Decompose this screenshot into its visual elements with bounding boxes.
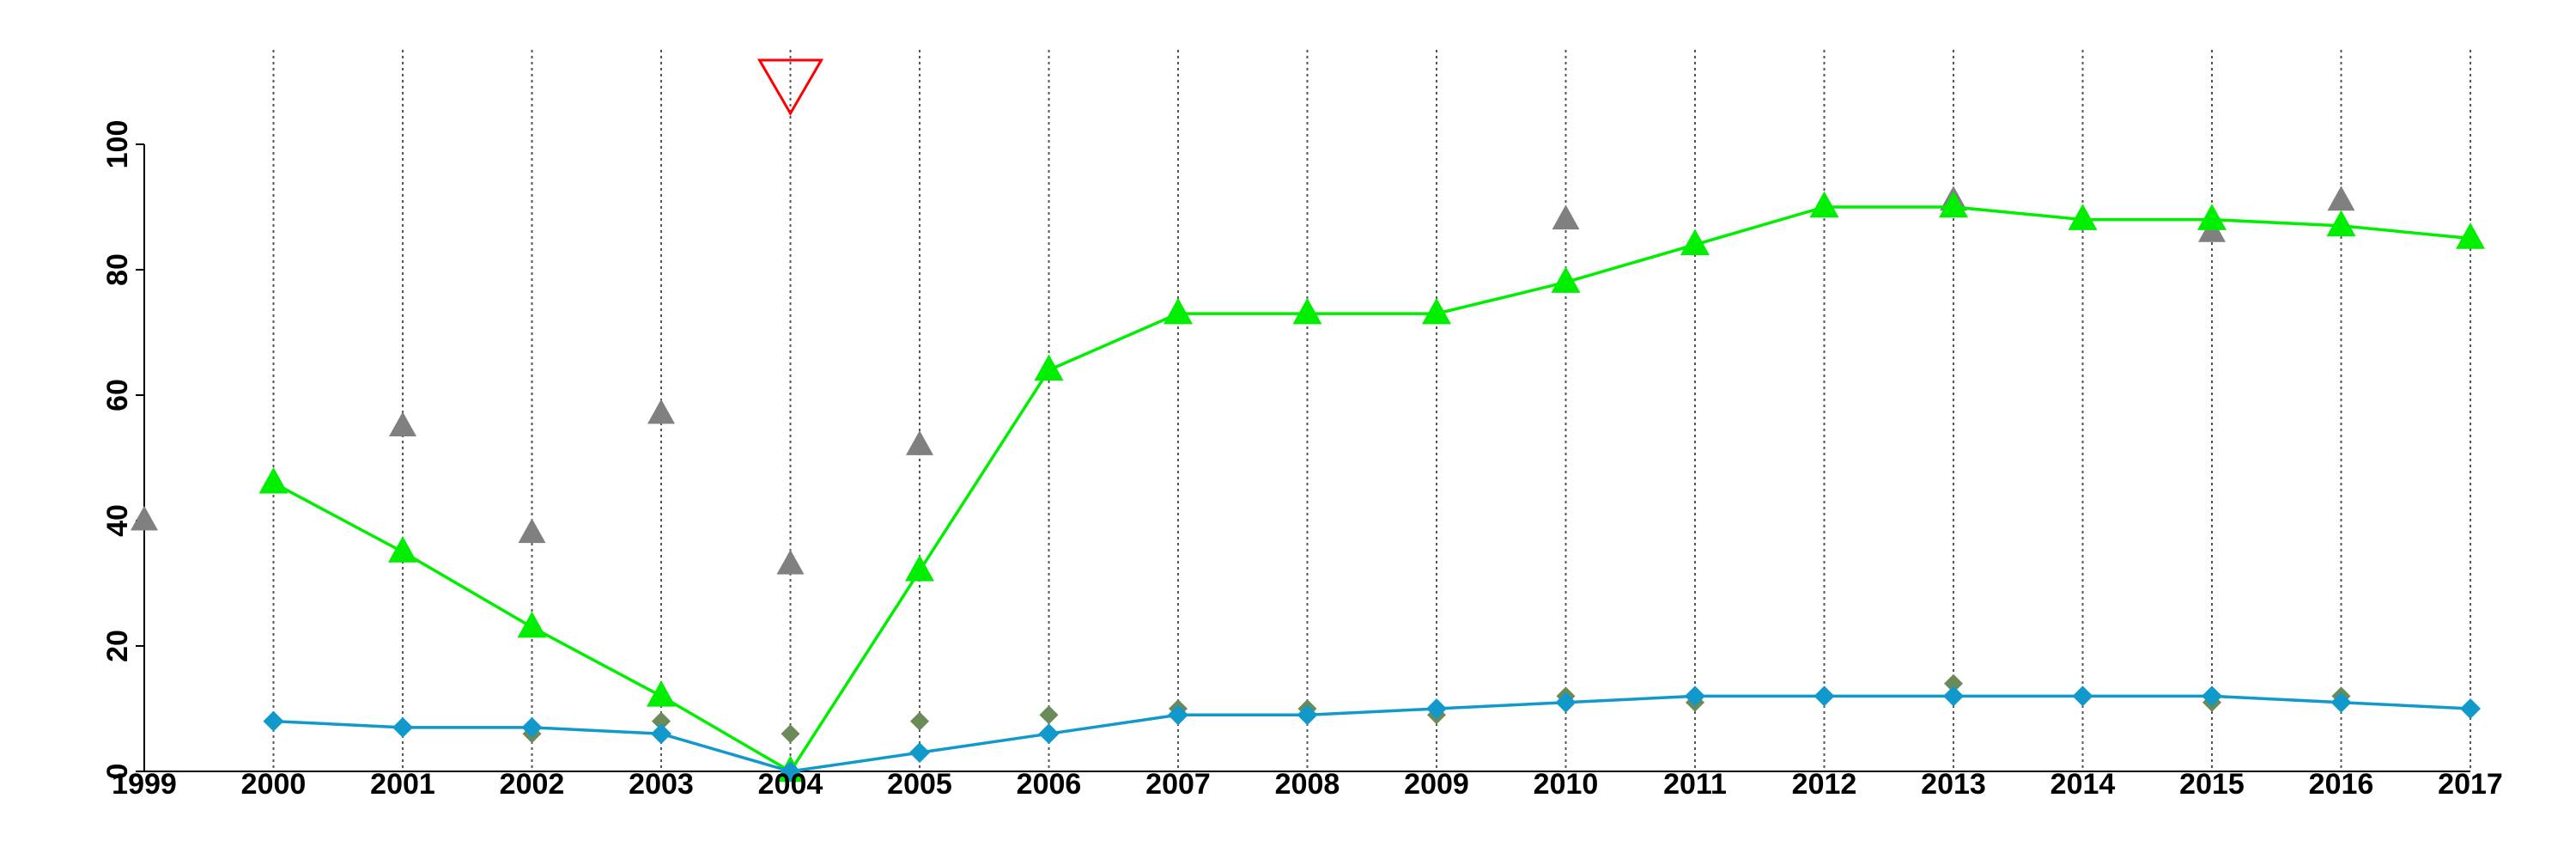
data-point-2009	[1426, 698, 1447, 719]
grid-lines	[272, 50, 2471, 771]
data-point-2001	[392, 716, 413, 738]
data-point-2004	[780, 761, 801, 782]
series-line	[272, 205, 2471, 774]
data-point-2000	[258, 466, 289, 494]
data-point-2013	[1944, 673, 1963, 693]
data-point-2008	[1292, 297, 1322, 325]
data-point-2003	[651, 723, 671, 745]
data-point-2001	[389, 411, 416, 437]
data-point-2010	[1551, 266, 1581, 293]
x-tick-label: 2010	[1534, 768, 1599, 801]
data-point-1999	[131, 505, 158, 531]
data-point-2002	[521, 716, 543, 738]
x-tick-label: 2002	[500, 768, 565, 801]
data-point-2010	[1555, 691, 1577, 713]
x-tick-label: 2004	[758, 768, 823, 801]
x-axis-tick-labels: 1999 2000 2001 2002 2003 2004 2005 2006 2007 2008…	[112, 768, 2503, 801]
series-layer	[131, 186, 2485, 783]
data-point-2005	[905, 555, 934, 582]
x-tick-label: 1999	[112, 768, 177, 801]
x-tick-label: 2006	[1017, 768, 1082, 801]
data-point-2015	[2197, 204, 2227, 230]
y-tick-label: 40	[101, 504, 134, 537]
x-tick-label: 2014	[2050, 768, 2116, 801]
data-point-2005	[909, 742, 930, 764]
y-tick-label: 60	[101, 379, 134, 411]
data-point-2003	[647, 399, 675, 424]
data-point-2009	[1422, 297, 1451, 325]
y-tick-label: 20	[101, 630, 134, 662]
data-point-2000	[263, 710, 284, 732]
data-point-2011	[1680, 228, 1710, 256]
data-point-2001	[388, 536, 417, 563]
data-point-2002	[518, 518, 546, 544]
data-point-2007	[1163, 297, 1193, 325]
x-tick-label: 2016	[2309, 768, 2374, 801]
data-point-2003	[647, 680, 676, 707]
y-tick-label: 0	[101, 764, 134, 780]
x-tick-label: 2017	[2438, 768, 2503, 801]
data-point-2006	[1038, 723, 1060, 745]
x-tick-label: 2008	[1275, 768, 1340, 801]
x-tick-label: 2012	[1792, 768, 1857, 801]
y-tick-label: 80	[101, 253, 134, 286]
x-tick-label: 2000	[241, 768, 307, 801]
series-2	[131, 186, 2355, 575]
x-tick-label: 2005	[887, 768, 952, 801]
triangle-down-marker	[756, 58, 824, 116]
axes	[136, 143, 2470, 772]
y-tick-label: 100	[101, 120, 134, 169]
data-point-2012	[1809, 191, 1839, 218]
data-point-2004	[781, 724, 800, 744]
x-tick-label: 2001	[370, 768, 435, 801]
data-point-2014	[2072, 685, 2093, 707]
x-tick-label: 2007	[1145, 768, 1211, 801]
data-point-2017	[2456, 222, 2485, 249]
data-point-2012	[1814, 685, 1835, 707]
data-point-2017	[2460, 698, 2481, 719]
x-tick-label: 2015	[2179, 768, 2245, 801]
y-axis-tick-labels: 0 20 40 60 80 100	[101, 120, 134, 780]
data-point-2014	[2068, 204, 2098, 230]
data-point-2016	[2326, 210, 2356, 237]
data-point-2002	[517, 611, 547, 638]
data-point-2010	[1552, 204, 1580, 230]
x-tick-label: 2003	[629, 768, 694, 801]
data-point-2016	[2327, 186, 2355, 211]
series-0	[258, 191, 2485, 783]
data-point-2006	[1034, 354, 1064, 381]
data-point-2007	[1168, 704, 1188, 726]
x-tick-label: 2013	[1921, 768, 1986, 801]
series-1	[263, 685, 2481, 782]
data-point-2013	[1943, 685, 1964, 707]
data-point-2005	[910, 711, 929, 731]
data-point-2003	[652, 711, 671, 731]
data-point-2016	[2330, 691, 2352, 713]
annotation-layer	[756, 58, 824, 116]
data-point-2004	[776, 549, 805, 575]
data-point-2015	[2202, 685, 2222, 707]
data-point-2006	[1039, 705, 1059, 725]
data-point-2013	[1939, 191, 1968, 218]
x-tick-label: 2009	[1404, 768, 1469, 801]
series-line	[273, 694, 2471, 773]
data-point-2005	[906, 430, 933, 455]
data-point-2008	[1297, 704, 1318, 726]
x-tick-label: 2011	[1663, 768, 1727, 801]
data-point-2011	[1685, 685, 1705, 707]
